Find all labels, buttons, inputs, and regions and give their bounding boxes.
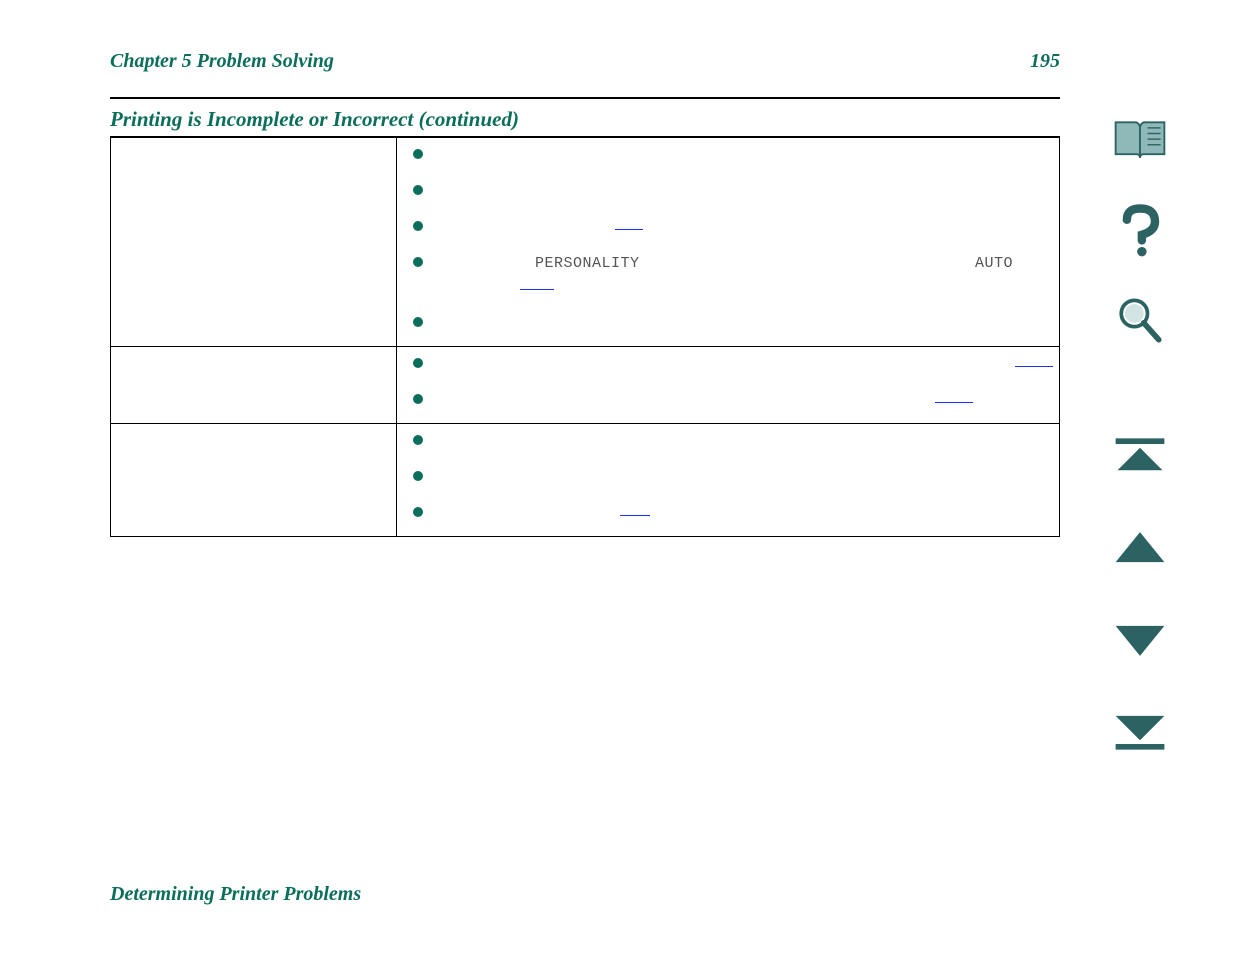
bullet-icon xyxy=(413,221,423,231)
code-text: PERSONALITY xyxy=(535,254,640,274)
solution-cell: PERSONALITY AUTO xyxy=(397,138,1060,347)
code-text: AUTO xyxy=(975,254,1013,274)
bullet-icon xyxy=(413,507,423,517)
table-row: PERSONALITY AUTO xyxy=(111,138,1060,347)
bullet-icon xyxy=(413,358,423,368)
cross-reference-link[interactable] xyxy=(615,228,643,230)
bullet-icon xyxy=(413,435,423,445)
list-item xyxy=(407,432,1049,450)
rule-top xyxy=(110,97,1060,99)
problem-cell xyxy=(111,347,397,424)
cross-reference-link[interactable] xyxy=(520,288,554,290)
go-bottom-icon[interactable] xyxy=(1109,698,1171,760)
cross-reference-link[interactable] xyxy=(935,401,973,403)
list-item xyxy=(407,504,1049,522)
list-item xyxy=(407,218,1049,236)
list-item xyxy=(407,182,1049,200)
footer-section-title: Determining Printer Problems xyxy=(110,883,361,906)
search-icon[interactable] xyxy=(1109,290,1171,352)
bullet-icon xyxy=(413,317,423,327)
list-item xyxy=(407,468,1049,486)
list-item xyxy=(407,391,1049,409)
bullet-icon xyxy=(413,185,423,195)
chapter-title: Chapter 5 Problem Solving xyxy=(110,50,334,73)
help-icon[interactable] xyxy=(1109,200,1171,262)
nav-sidebar xyxy=(1100,110,1180,788)
list-item xyxy=(407,355,1049,373)
page-up-icon[interactable] xyxy=(1109,518,1171,580)
problem-cell xyxy=(111,424,397,537)
page-down-icon[interactable] xyxy=(1109,608,1171,670)
list-item: PERSONALITY AUTO xyxy=(407,254,1049,296)
solution-cell xyxy=(397,424,1060,537)
table-row xyxy=(111,424,1060,537)
solution-list xyxy=(407,432,1049,522)
bullet-icon xyxy=(413,471,423,481)
solution-list: PERSONALITY AUTO xyxy=(407,146,1049,332)
page-body: Chapter 5 Problem Solving 195 Printing i… xyxy=(0,0,1130,567)
go-top-icon[interactable] xyxy=(1109,428,1171,490)
solution-cell xyxy=(397,347,1060,424)
cross-reference-link[interactable] xyxy=(620,514,650,516)
section-title: Printing is Incomplete or Incorrect (con… xyxy=(110,103,1060,136)
troubleshoot-table: PERSONALITY AUTO xyxy=(110,137,1060,537)
list-item xyxy=(407,146,1049,164)
solution-list xyxy=(407,355,1049,409)
bullet-icon xyxy=(413,257,423,267)
cross-reference-link[interactable] xyxy=(1015,365,1053,367)
problem-cell xyxy=(111,138,397,347)
bullet-icon xyxy=(413,394,423,404)
book-open-icon[interactable] xyxy=(1109,110,1171,172)
table-row xyxy=(111,347,1060,424)
bullet-icon xyxy=(413,149,423,159)
page-number: 195 xyxy=(1030,50,1060,73)
page-header: Chapter 5 Problem Solving 195 xyxy=(110,50,1060,73)
list-item xyxy=(407,314,1049,332)
